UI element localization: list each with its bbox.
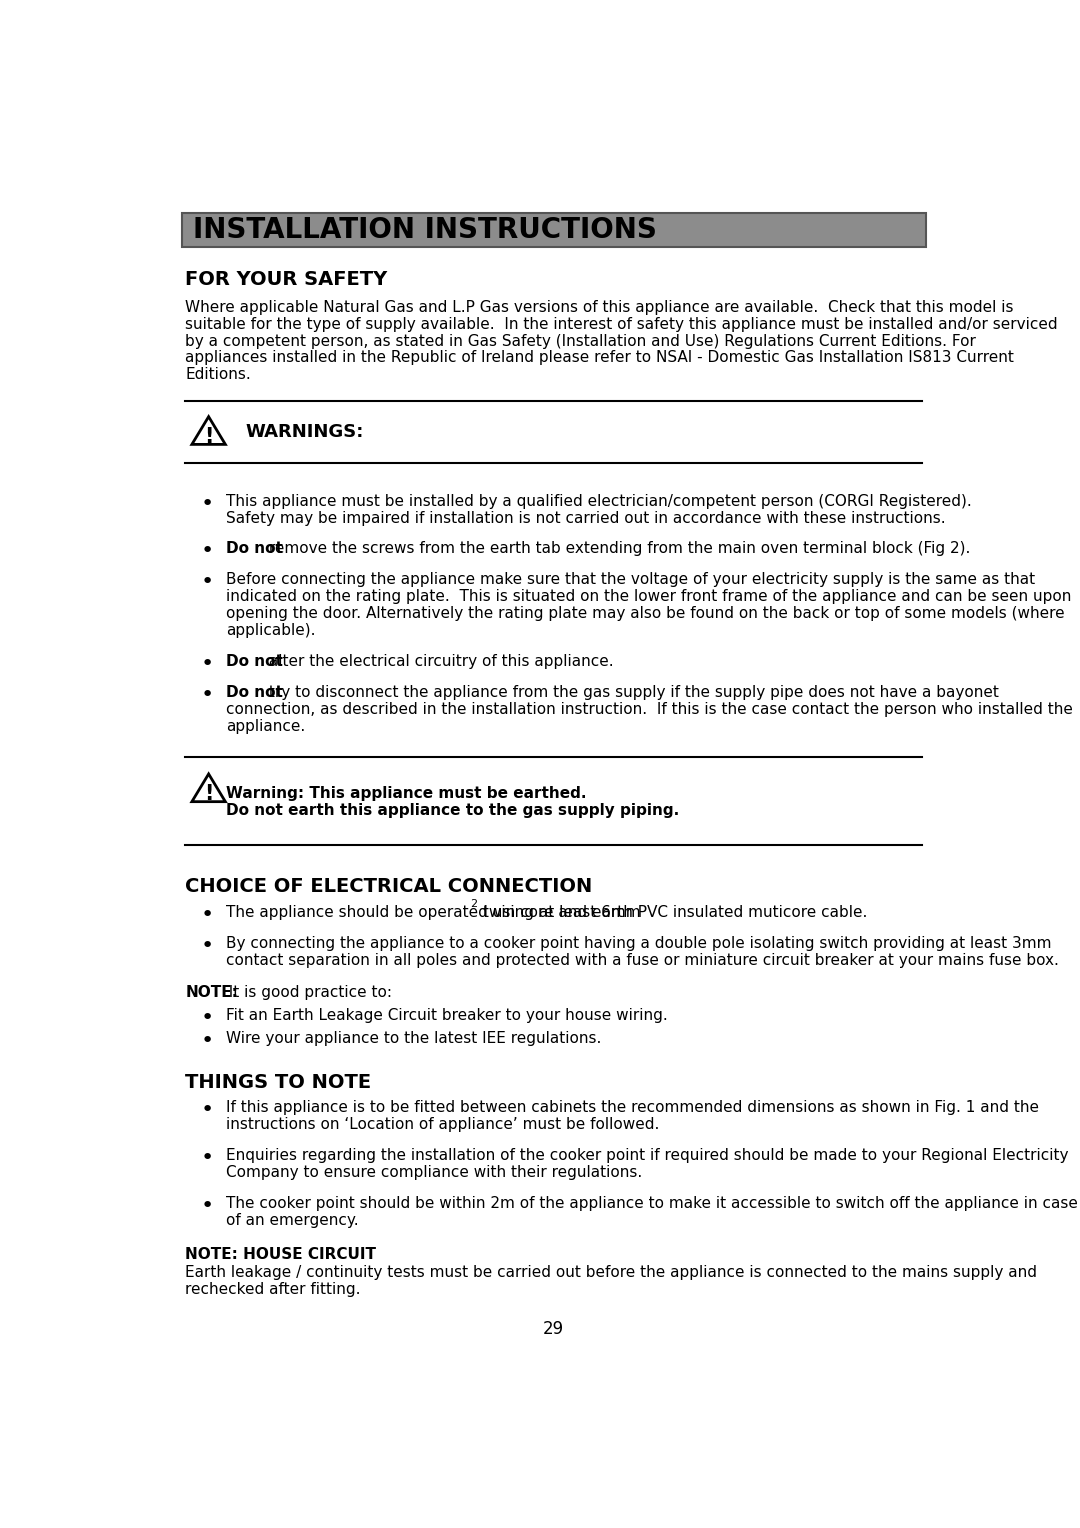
Text: suitable for the type of supply available.  In the interest of safety this appli: suitable for the type of supply availabl… — [186, 316, 1058, 332]
Text: !: ! — [204, 426, 214, 448]
Text: Editions.: Editions. — [186, 367, 252, 382]
Text: opening the door. Alternatively the rating plate may also be found on the back o: opening the door. Alternatively the rati… — [226, 607, 1064, 620]
Text: rechecked after fitting.: rechecked after fitting. — [186, 1282, 361, 1297]
Text: alter the electrical circuitry of this appliance.: alter the electrical circuitry of this a… — [265, 654, 615, 669]
Text: CHOICE OF ELECTRICAL CONNECTION: CHOICE OF ELECTRICAL CONNECTION — [186, 877, 593, 895]
Text: Enquiries regarding the installation of the cooker point if required should be m: Enquiries regarding the installation of … — [226, 1148, 1068, 1163]
Text: !: ! — [204, 784, 214, 804]
Text: Fit an Earth Leakage Circuit breaker to your house wiring.: Fit an Earth Leakage Circuit breaker to … — [226, 1008, 667, 1024]
Text: •: • — [201, 1100, 214, 1120]
Text: of an emergency.: of an emergency. — [226, 1213, 359, 1229]
Text: instructions on ‘Location of appliance’ must be followed.: instructions on ‘Location of appliance’ … — [226, 1117, 659, 1132]
Text: THINGS TO NOTE: THINGS TO NOTE — [186, 1073, 372, 1091]
Text: Wire your appliance to the latest IEE regulations.: Wire your appliance to the latest IEE re… — [226, 1031, 602, 1047]
Text: appliances installed in the Republic of Ireland please refer to NSAI - Domestic : appliances installed in the Republic of … — [186, 350, 1014, 365]
Text: applicable).: applicable). — [226, 623, 315, 639]
Text: •: • — [201, 935, 214, 955]
Text: by a competent person, as stated in Gas Safety (Installation and Use) Regulation: by a competent person, as stated in Gas … — [186, 333, 976, 348]
Text: The cooker point should be within 2m of the appliance to make it accessible to s: The cooker point should be within 2m of … — [226, 1196, 1078, 1210]
Text: contact separation in all poles and protected with a fuse or miniature circuit b: contact separation in all poles and prot… — [226, 952, 1058, 967]
Text: NOTE:: NOTE: — [186, 986, 239, 999]
Text: Warning: This appliance must be earthed.: Warning: This appliance must be earthed. — [226, 787, 586, 801]
Text: remove the screws from the earth tab extending from the main oven terminal block: remove the screws from the earth tab ext… — [265, 541, 971, 556]
Text: Before connecting the appliance make sure that the voltage of your electricity s: Before connecting the appliance make sur… — [226, 571, 1035, 587]
Text: •: • — [201, 654, 214, 674]
Text: •: • — [201, 494, 214, 513]
Text: twin core and earth PVC insulated muticore cable.: twin core and earth PVC insulated mutico… — [477, 905, 867, 920]
Text: Where applicable Natural Gas and L.P Gas versions of this appliance are availabl: Where applicable Natural Gas and L.P Gas… — [186, 299, 1014, 315]
Text: NOTE: HOUSE CIRCUIT: NOTE: HOUSE CIRCUIT — [186, 1247, 376, 1262]
Text: •: • — [201, 571, 214, 593]
Text: Do not earth this appliance to the gas supply piping.: Do not earth this appliance to the gas s… — [226, 804, 679, 817]
Text: INSTALLATION INSTRUCTIONS: INSTALLATION INSTRUCTIONS — [193, 215, 657, 244]
Text: indicated on the rating plate.  This is situated on the lower front frame of the: indicated on the rating plate. This is s… — [226, 590, 1071, 604]
Text: If this appliance is to be fitted between cabinets the recommended dimensions as: If this appliance is to be fitted betwee… — [226, 1100, 1039, 1115]
Text: connection, as described in the installation instruction.  If this is the case c: connection, as described in the installa… — [226, 701, 1072, 717]
Text: •: • — [201, 541, 214, 561]
Text: Company to ensure compliance with their regulations.: Company to ensure compliance with their … — [226, 1166, 642, 1180]
Text: Do not: Do not — [226, 685, 283, 700]
Text: It is good practice to:: It is good practice to: — [219, 986, 392, 999]
Text: •: • — [201, 1196, 214, 1216]
Text: 29: 29 — [543, 1320, 564, 1339]
Text: Earth leakage / continuity tests must be carried out before the appliance is con: Earth leakage / continuity tests must be… — [186, 1265, 1038, 1280]
Text: Do not: Do not — [226, 654, 283, 669]
Text: WARNINGS:: WARNINGS: — [246, 423, 364, 442]
Text: 2: 2 — [471, 900, 477, 909]
Text: •: • — [201, 1031, 214, 1051]
Text: •: • — [201, 1148, 214, 1169]
Text: try to disconnect the appliance from the gas supply if the supply pipe does not : try to disconnect the appliance from the… — [265, 685, 999, 700]
Text: Safety may be impaired if installation is not carried out in accordance with the: Safety may be impaired if installation i… — [226, 510, 945, 526]
Text: By connecting the appliance to a cooker point having a double pole isolating swi: By connecting the appliance to a cooker … — [226, 935, 1051, 950]
Text: Do not: Do not — [226, 541, 283, 556]
Text: The appliance should be operated using at least 6mm: The appliance should be operated using a… — [226, 905, 640, 920]
Text: appliance.: appliance. — [226, 718, 305, 733]
Text: This appliance must be installed by a qualified electrician/competent person (CO: This appliance must be installed by a qu… — [226, 494, 971, 509]
Text: FOR YOUR SAFETY: FOR YOUR SAFETY — [186, 270, 388, 289]
Text: •: • — [201, 685, 214, 704]
Text: •: • — [201, 905, 214, 924]
Bar — [181, 212, 926, 248]
Text: •: • — [201, 1008, 214, 1028]
